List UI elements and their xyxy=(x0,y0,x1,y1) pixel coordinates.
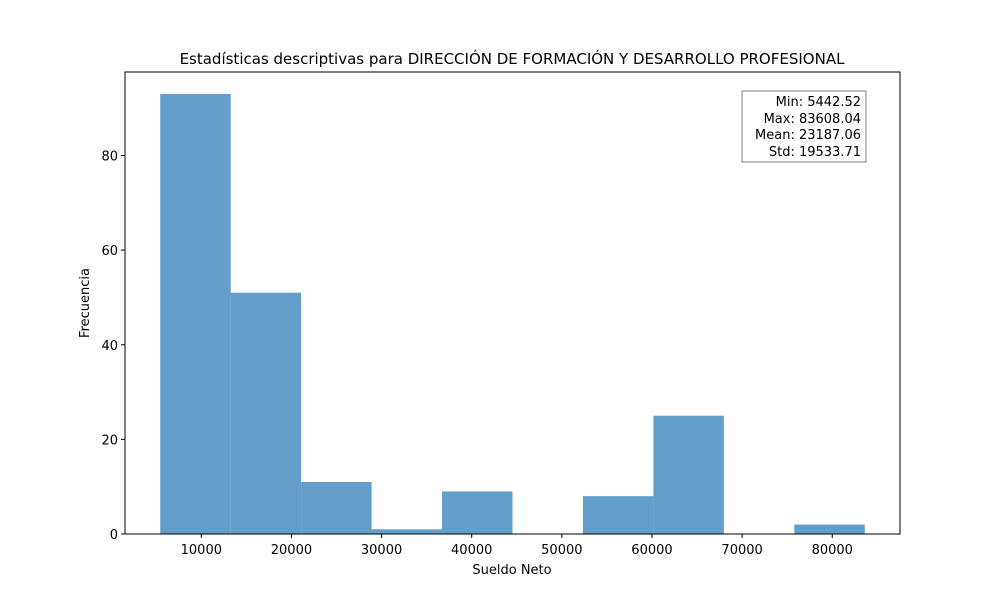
x-tick-label: 60000 xyxy=(631,543,672,558)
y-tick-label: 60 xyxy=(101,244,118,259)
x-axis-label: Sueldo Neto xyxy=(472,563,551,578)
x-tick-label: 80000 xyxy=(812,543,853,558)
stats-min: Min: 5442.52 xyxy=(776,95,861,110)
histogram-bar xyxy=(582,496,654,534)
histogram-bar xyxy=(160,94,231,534)
stats-mean: Mean: 23187.06 xyxy=(755,128,861,143)
axes-frame xyxy=(124,71,901,535)
histogram-bar xyxy=(653,415,724,534)
stats-std: Std: 19533.71 xyxy=(769,145,861,160)
y-tick-label: 0 xyxy=(110,528,118,543)
y-axis-ticks: 0 20 40 60 80 xyxy=(101,150,125,543)
y-tick-label: 20 xyxy=(101,433,118,448)
stats-box: Min: 5442.52 Max: 83608.04 Mean: 23187.0… xyxy=(741,90,867,163)
stats-box-frame xyxy=(741,90,867,163)
histogram-bar xyxy=(230,292,302,534)
x-axis-ticks: 10000 20000 30000 40000 50000 60000 70000 80000 xyxy=(181,534,853,558)
chart-title: Estadísticas descriptivas para DIRECCIÓN… xyxy=(180,49,846,68)
histogram-bar xyxy=(371,529,443,534)
x-tick-label: 10000 xyxy=(181,543,222,558)
x-tick-label: 40000 xyxy=(451,543,492,558)
x-tick-label: 30000 xyxy=(361,543,402,558)
x-tick-label: 50000 xyxy=(541,543,582,558)
x-tick-label: 70000 xyxy=(721,543,762,558)
histogram-bars xyxy=(160,94,865,534)
stats-max: Max: 83608.04 xyxy=(764,112,861,127)
y-tick-label: 80 xyxy=(101,150,118,165)
histogram-bar xyxy=(301,481,372,534)
histogram-bar xyxy=(794,524,865,534)
y-axis-label: Frecuencia xyxy=(78,268,93,338)
y-tick-label: 40 xyxy=(101,339,118,354)
histogram-bar xyxy=(442,491,513,534)
x-tick-label: 20000 xyxy=(271,543,312,558)
